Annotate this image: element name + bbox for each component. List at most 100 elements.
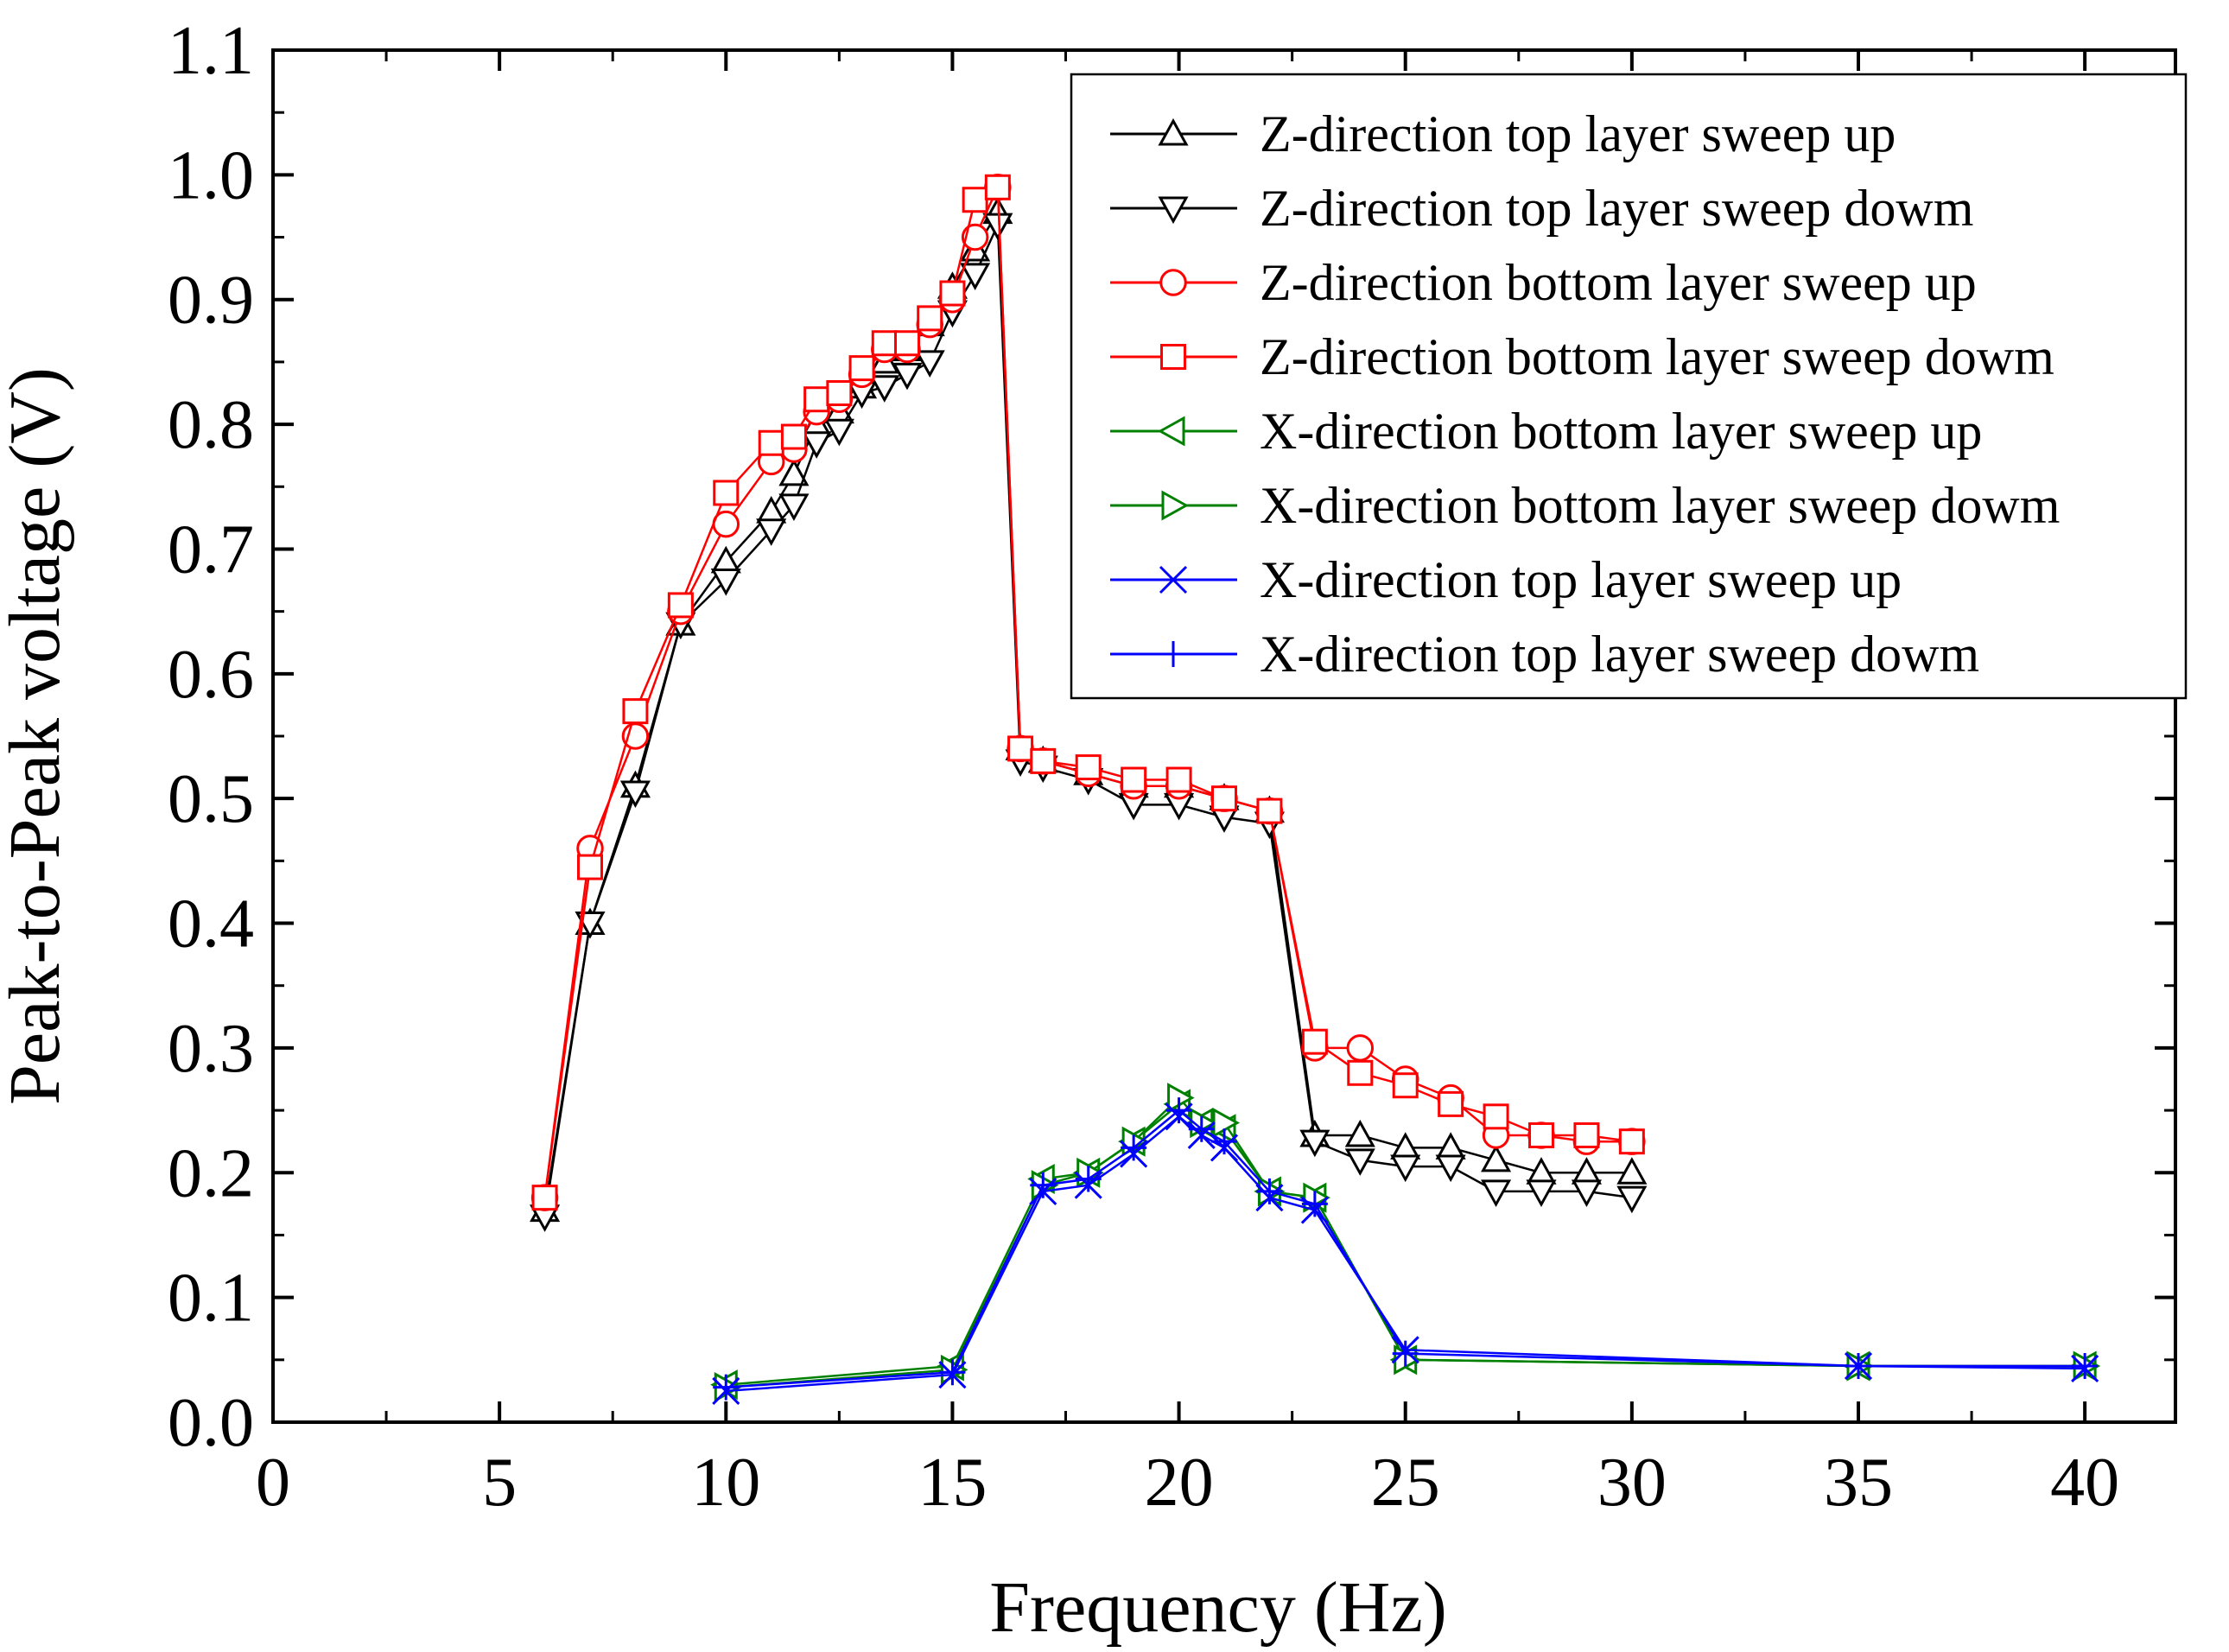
data-point	[801, 431, 832, 459]
data-point	[823, 418, 854, 447]
data-point	[1188, 1115, 1215, 1142]
x-tick-label: 5	[482, 1445, 517, 1521]
legend-swatch-marker	[1158, 118, 1189, 146]
data-point	[1256, 1178, 1283, 1204]
data-point	[621, 722, 650, 750]
data-point	[1392, 1340, 1419, 1367]
data-point	[1075, 754, 1102, 781]
legend-box	[1070, 73, 2188, 700]
data-point	[1007, 735, 1034, 762]
data-point	[713, 480, 740, 506]
data-point	[713, 1374, 740, 1401]
data-point	[1571, 1179, 1602, 1208]
legend-label: X-direction top layer sweep dowm	[1260, 626, 1979, 683]
data-point	[1526, 1179, 1557, 1208]
x-tick-label: 0	[256, 1445, 290, 1521]
data-point	[1301, 1028, 1328, 1055]
data-point	[1435, 1154, 1466, 1183]
data-point	[619, 780, 651, 809]
data-point	[1483, 1103, 1509, 1130]
data-point	[1347, 1059, 1374, 1086]
data-point	[1618, 1128, 1645, 1155]
legend-label: Z-direction bottom layer sweep dowm	[1260, 328, 2054, 385]
legend-swatch-marker	[1160, 641, 1186, 667]
data-point	[1301, 1191, 1328, 1217]
legend-entry: Z-direction bottom layer sweep dowm	[1110, 328, 2054, 385]
data-point	[892, 362, 923, 391]
y-tick-label: 0.7	[168, 511, 254, 588]
data-point	[1075, 1166, 1102, 1192]
y-tick-label: 0.9	[168, 263, 254, 339]
y-tick-label: 1.1	[168, 13, 254, 89]
plot-area	[271, 48, 2177, 1424]
legend-entry: Z-direction bottom layer sweep up	[1110, 254, 1977, 311]
data-point	[1392, 1072, 1419, 1099]
data-point	[622, 698, 649, 725]
data-point	[1526, 1157, 1557, 1185]
data-point	[1346, 1034, 1375, 1062]
data-point	[577, 854, 603, 880]
legend-label: Z-direction bottom layer sweep up	[1260, 254, 1977, 311]
data-point	[1344, 1119, 1375, 1147]
data-point	[939, 280, 966, 307]
legend-label: X-direction top layer sweep up	[1260, 551, 1902, 608]
legend-label: X-direction bottom layer sweep up	[1260, 403, 1982, 460]
legend-entry: X-direction bottom layer sweep dowm	[1110, 477, 2060, 534]
data-point	[758, 429, 784, 456]
legend-entry: X-direction top layer sweep dowm	[1110, 626, 1979, 683]
legend-swatch-marker	[1157, 416, 1185, 447]
series-8	[713, 1097, 2099, 1401]
data-point	[2072, 1353, 2099, 1380]
legend-entry: X-direction top layer sweep up	[1110, 551, 1902, 608]
legend-entry: X-direction bottom layer sweep up	[1110, 403, 1982, 460]
legend-label: Z-direction top layer sweep dowm	[1260, 180, 1973, 237]
data-point	[778, 493, 810, 522]
data-point	[1256, 797, 1283, 824]
data-point	[1481, 1144, 1512, 1172]
x-tick-label: 20	[1145, 1445, 1214, 1521]
data-point	[778, 458, 810, 486]
data-point	[756, 496, 787, 524]
tick-labels: 0 5 10 15 20 25 30 35 40 0.0 0.1 0.2 0.3 0.4 0.5 0.6 0.7…	[168, 13, 2119, 1521]
y-tick-label: 0.3	[168, 1011, 254, 1087]
data-point	[531, 1185, 558, 1211]
legend-swatch-marker	[1159, 565, 1188, 594]
data-point	[756, 518, 787, 546]
data-point	[803, 386, 830, 413]
y-tick-label: 0.6	[168, 637, 254, 713]
x-tick-label: 25	[1371, 1445, 1440, 1521]
legend-swatch-marker	[1160, 344, 1186, 370]
data-point	[917, 305, 943, 332]
data-point	[1435, 1132, 1466, 1160]
y-tick-label: 0.1	[168, 1261, 254, 1337]
data-point	[1616, 1185, 1648, 1214]
data-point	[1390, 1132, 1421, 1160]
data-point	[667, 592, 694, 619]
x-tick-label: 15	[918, 1445, 987, 1521]
data-point	[1845, 1353, 1871, 1380]
data-point	[961, 223, 989, 251]
data-point	[1165, 1097, 1192, 1124]
data-point	[962, 187, 988, 213]
data-point	[1616, 1157, 1648, 1185]
data-point	[1573, 1121, 1600, 1148]
data-point	[848, 355, 875, 382]
data-point	[1481, 1179, 1512, 1208]
y-tick-label: 1.0	[168, 137, 254, 213]
x-axis-title: Frequency (Hz)	[989, 1567, 1446, 1648]
x-tick-label: 35	[1824, 1445, 1893, 1521]
legend-label: X-direction bottom layer sweep dowm	[1260, 477, 2060, 534]
x-tick-label: 10	[691, 1445, 760, 1521]
legend-entries: Z-direction top layer sweep up Z-directio…	[1110, 105, 2060, 683]
y-tick-label: 0.2	[168, 1135, 254, 1211]
series-4	[531, 174, 1645, 1211]
data-point	[1030, 1172, 1057, 1198]
y-tick-label: 0.0	[168, 1385, 254, 1461]
data-point	[939, 1359, 966, 1386]
data-point	[914, 350, 945, 378]
series-layer	[530, 174, 2101, 1405]
data-point	[1344, 1148, 1375, 1176]
data-point	[1528, 1121, 1554, 1148]
x-tick-label: 40	[2050, 1445, 2119, 1521]
